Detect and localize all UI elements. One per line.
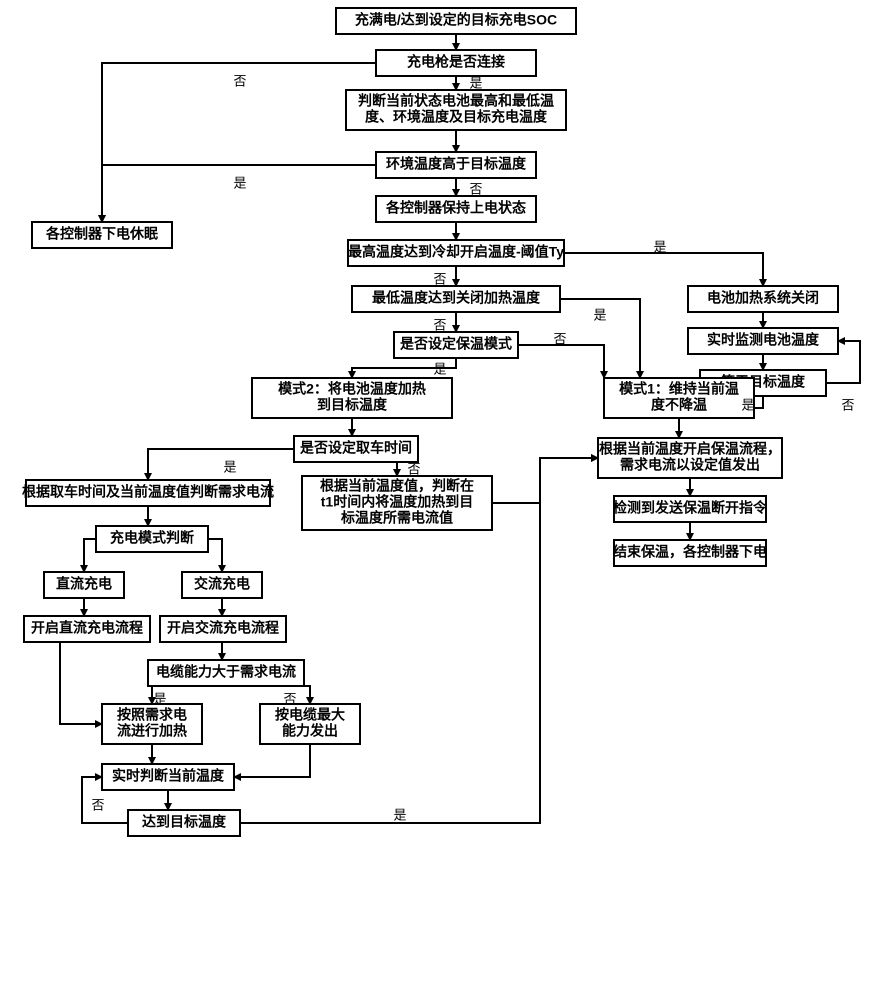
node-n28: 按电缆最大能力发出 <box>260 704 360 744</box>
node-n23: 交流充电 <box>182 572 262 598</box>
node-label-n15-0: 是否设定取车时间 <box>300 440 412 456</box>
node-label-n28-1: 能力发出 <box>282 723 338 739</box>
node-label-n6-0: 各控制器下电休眠 <box>45 226 158 242</box>
node-label-n13-1: 到目标温度 <box>317 397 388 413</box>
node-label-n21-0: 充电模式判断 <box>110 530 194 546</box>
node-n22: 直流充电 <box>44 572 124 598</box>
node-label-n3-0: 判断当前状态电池最高和最低温 <box>358 93 554 109</box>
edge-label-e11: 是 <box>593 307 606 322</box>
edge-e10 <box>564 253 763 286</box>
node-label-n2-0: 充电枪是否连接 <box>407 54 505 70</box>
edge-label-e6: 否 <box>433 271 446 286</box>
node-label-n19-0: 检测到发送保温断开指令 <box>613 500 768 516</box>
node-n10: 是否设定保温模式 <box>394 332 518 358</box>
node-label-n25-0: 开启交流充电流程 <box>167 620 279 636</box>
node-label-n14-0: 模式1：维持当前温 <box>619 381 739 397</box>
node-n27: 按照需求电流进行加热 <box>102 704 202 744</box>
edge-label-e16: 是 <box>741 397 754 412</box>
edge-e29 <box>60 642 102 724</box>
node-label-n24-0: 开启直流充电流程 <box>31 620 143 636</box>
edge-e19 <box>148 449 294 480</box>
node-label-n30-0: 达到目标温度 <box>142 814 227 830</box>
node-label-n5-0: 各控制器保持上电状态 <box>385 200 526 216</box>
edge-e23 <box>208 539 222 572</box>
node-label-n17-0: 根据当前温度值，判断在 <box>320 478 474 494</box>
edge-e9 <box>102 165 376 222</box>
edge-label-e9: 是 <box>233 175 246 190</box>
node-n8: 最低温度达到关闭加热温度 <box>352 286 560 312</box>
edge-e12 <box>518 345 604 378</box>
node-label-n8-0: 最低温度达到关闭加热温度 <box>372 290 541 306</box>
edge-label-e7: 否 <box>433 317 446 332</box>
edge-label-e28: 否 <box>283 691 296 706</box>
edge-label-e37: 是 <box>393 807 406 822</box>
node-label-n17-1: t1时间内将温度加热到目 <box>321 494 473 510</box>
edge-label-e12: 否 <box>553 331 566 346</box>
node-n11: 实时监测电池温度 <box>688 328 838 354</box>
node-label-n17-2: 标温度所需电流值 <box>340 510 453 526</box>
node-n9: 电池加热系统关闭 <box>688 286 838 312</box>
edge-e38 <box>492 458 598 503</box>
flowchart: 充满电/达到设定的目标充电SOC 充电枪是否连接判断当前状态电池最高和最低温度、环… <box>0 0 882 1000</box>
node-n7: 最高温度达到冷却开启温度-阈值Ty <box>348 240 564 266</box>
node-n26: 电缆能力大于需求电流 <box>148 660 304 686</box>
node-n14: 模式1：维持当前温度不降温 <box>604 378 754 418</box>
edge-e31 <box>234 744 310 777</box>
edge-label-e17: 否 <box>841 397 854 412</box>
node-label-n23-0: 交流充电 <box>194 576 250 592</box>
edge-label-e10: 是 <box>653 239 666 254</box>
node-label-n27-0: 按照需求电 <box>117 707 187 723</box>
node-n6: 各控制器下电休眠 <box>32 222 172 248</box>
node-label-n11-0: 实时监测电池温度 <box>707 332 820 348</box>
node-n21: 充电模式判断 <box>96 526 208 552</box>
node-label-n22-0: 直流充电 <box>56 576 112 592</box>
edge-e22 <box>84 539 96 572</box>
node-label-n3-1: 度、环境温度及目标充电温度 <box>365 109 548 125</box>
node-n2: 充电枪是否连接 <box>376 50 536 76</box>
node-label-n29-0: 实时判断当前温度 <box>112 768 225 784</box>
node-n18: 根据当前温度开启保温流程，需求电流以设定值发出 <box>598 438 782 478</box>
node-n20: 结束保温，各控制器下电 <box>613 540 767 566</box>
edge-label-e33: 否 <box>91 797 104 812</box>
node-label-n20-0: 结束保温，各控制器下电 <box>613 544 767 560</box>
node-n24: 开启直流充电流程 <box>24 616 150 642</box>
edge-label-e27: 是 <box>153 691 166 706</box>
node-n3: 判断当前状态电池最高和最低温度、环境温度及目标充电温度 <box>346 90 566 130</box>
node-n25: 开启交流充电流程 <box>160 616 286 642</box>
node-label-n27-1: 流进行加热 <box>117 723 187 739</box>
node-n1: 充满电/达到设定的目标充电SOC <box>336 8 576 34</box>
node-label-n1-0: 充满电/达到设定的目标充电SOC <box>355 12 557 28</box>
node-n16: 根据取车时间及当前温度值判断需求电流 <box>22 480 274 506</box>
node-label-n14-1: 度不降温 <box>651 397 707 413</box>
node-n5: 各控制器保持上电状态 <box>376 196 536 222</box>
node-label-n16-0: 根据取车时间及当前温度值判断需求电流 <box>22 484 274 500</box>
node-n19: 检测到发送保温断开指令 <box>613 496 768 522</box>
node-label-n13-0: 模式2：将电池温度加热 <box>278 381 426 397</box>
node-n15: 是否设定取车时间 <box>294 436 418 462</box>
edge-label-e4: 否 <box>469 181 482 196</box>
edge-label-e19: 是 <box>223 459 236 474</box>
node-n13: 模式2：将电池温度加热到目标温度 <box>252 378 452 418</box>
node-n29: 实时判断当前温度 <box>102 764 234 790</box>
node-n4: 环境温度高于目标温度 <box>376 152 536 178</box>
node-n17: 根据当前温度值，判断在t1时间内将温度加热到目标温度所需电流值 <box>302 476 492 530</box>
node-label-n28-0: 按电缆最大 <box>275 707 345 723</box>
node-label-n7-0: 最高温度达到冷却开启温度-阈值Ty <box>348 244 564 260</box>
node-label-n18-1: 需求电流以设定值发出 <box>620 457 760 473</box>
node-label-n26-0: 电缆能力大于需求电流 <box>156 664 296 680</box>
edge-label-e8: 否 <box>233 73 246 88</box>
node-label-n18-0: 根据当前温度开启保温流程， <box>599 441 781 457</box>
node-label-n10-0: 是否设定保温模式 <box>400 336 512 352</box>
node-n30: 达到目标温度 <box>128 810 240 836</box>
edge-label-e13: 是 <box>433 361 446 376</box>
edge-label-e2: 是 <box>469 75 482 90</box>
node-label-n9-0: 电池加热系统关闭 <box>707 290 819 306</box>
node-label-n4-0: 环境温度高于目标温度 <box>386 156 527 172</box>
edge-label-e20: 否 <box>407 461 420 476</box>
